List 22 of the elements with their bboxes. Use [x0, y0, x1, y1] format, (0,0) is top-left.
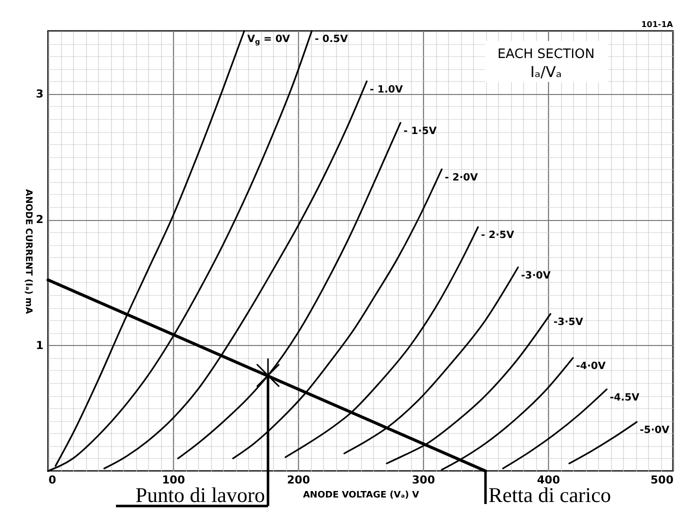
- series-label: - 2·5V: [481, 230, 514, 242]
- series-label: -4·0V: [576, 360, 606, 372]
- x-tick-label: 300: [412, 474, 436, 486]
- x-axis-title: ANODE VOLTAGE (Vₐ) V: [302, 490, 420, 500]
- series-label: - 1.0V: [370, 84, 404, 96]
- x-tick-label: 500: [650, 474, 674, 486]
- series-label: -3·0V: [521, 270, 551, 282]
- text: 101-1A: [641, 20, 674, 29]
- series-label: -5·0V: [640, 424, 670, 436]
- x-tick-label: 0: [48, 474, 56, 486]
- series-label: -3·5V: [554, 316, 584, 328]
- y-tick-label: 2: [36, 213, 44, 226]
- annotation: EACH SECTION: [497, 47, 595, 62]
- series-label: -4.5V: [610, 392, 640, 404]
- series-label: - 2·0V: [444, 172, 478, 184]
- annotation: Iₐ/Vₐ: [530, 63, 562, 81]
- y-tick-label: 3: [36, 87, 44, 100]
- series-label: - 0.5V: [314, 34, 348, 45]
- series-label: - 1·5V: [404, 126, 437, 137]
- y-axis-title: ANODE CURRENT (Iₐ) mA: [22, 189, 33, 314]
- y-tick-label: 1: [36, 338, 44, 352]
- x-tick-label: 200: [287, 474, 310, 486]
